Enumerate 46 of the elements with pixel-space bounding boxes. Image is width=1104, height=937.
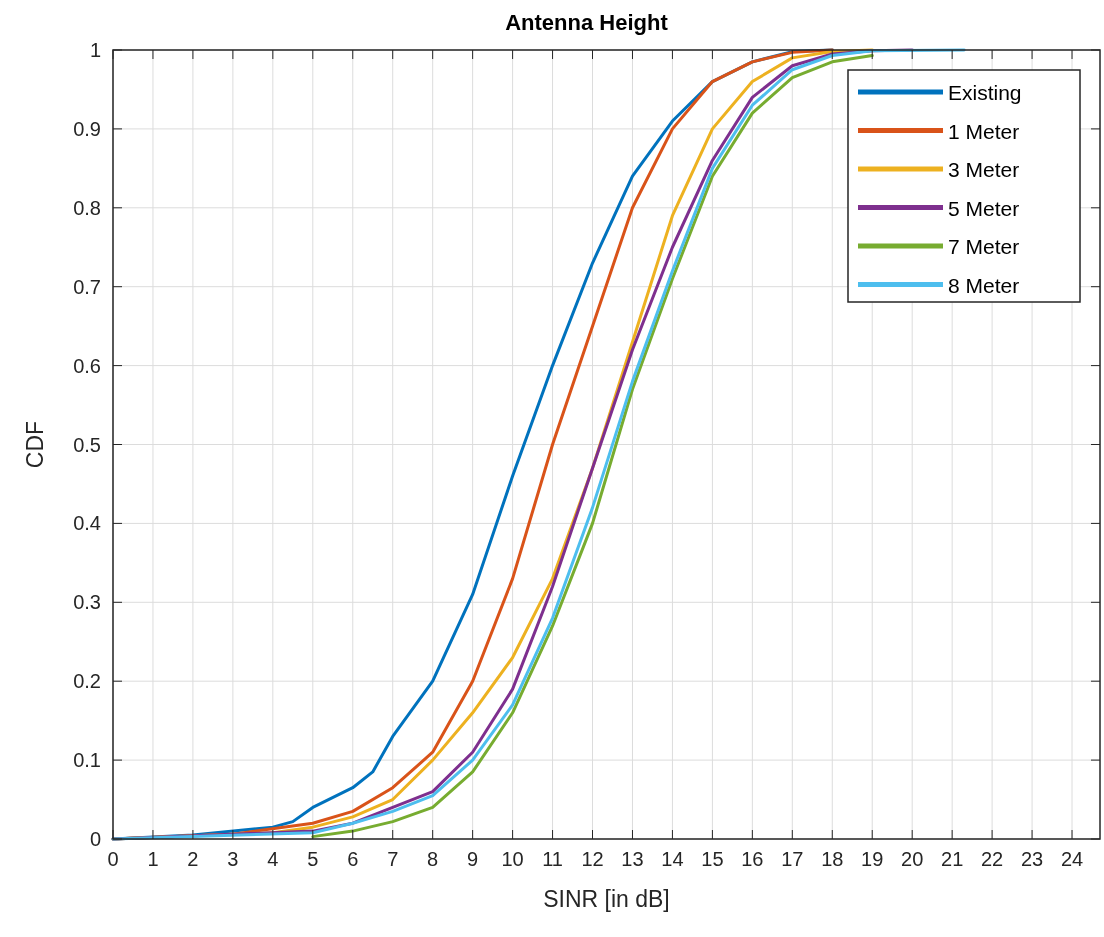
x-tick-label: 13 — [621, 848, 644, 870]
x-tick-label: 23 — [1020, 848, 1044, 870]
x-tick-label: 10 — [501, 848, 524, 870]
y-tick-label: 1 — [89, 39, 101, 61]
x-tick-label: 9 — [467, 848, 479, 870]
x-tick-label: 4 — [267, 848, 279, 870]
y-tick-label: 0.4 — [73, 512, 101, 535]
legend-label: 7 Meter — [948, 235, 1020, 258]
legend-label: 8 Meter — [948, 273, 1020, 297]
x-tick-label: 3 — [227, 848, 239, 870]
x-tick-label: 24 — [1060, 848, 1084, 870]
x-tick-label: 15 — [701, 848, 724, 870]
y-tick-label: 0.5 — [73, 433, 101, 456]
y-tick-label: 0.6 — [73, 354, 101, 377]
x-tick-label: 21 — [941, 848, 964, 870]
x-tick-label: 7 — [387, 848, 399, 870]
y-tick-label: 0.7 — [73, 275, 101, 298]
y-tick-label: 0.3 — [73, 591, 101, 614]
y-tick-label: 0.9 — [73, 117, 101, 140]
x-tick-label: 18 — [821, 848, 844, 870]
line-series — [311, 54, 874, 839]
x-tick-label: 2 — [187, 848, 199, 870]
y-tick-label: 0.1 — [73, 749, 101, 772]
legend-label: Existing — [948, 81, 1022, 104]
x-tick-label: 22 — [980, 848, 1004, 870]
chart-title: Antenna Height — [505, 10, 669, 35]
x-tick-label: 8 — [427, 848, 439, 870]
legend-label: 1 Meter — [948, 119, 1020, 143]
x-tick-label: 16 — [741, 848, 764, 870]
y-tick-label: 0.8 — [73, 196, 101, 219]
x-tick-label: 6 — [347, 848, 359, 870]
legend-label: 5 Meter — [948, 196, 1020, 220]
y-tick-label: 0 — [89, 828, 101, 850]
legend-label: 3 Meter — [948, 158, 1020, 181]
x-tick-label: 0 — [107, 848, 119, 870]
x-tick-label: 14 — [661, 848, 684, 870]
x-axis-title: SINR [in dB] — [543, 886, 670, 912]
y-tick-label: 0.2 — [73, 670, 101, 693]
y-axis-title: CDF — [22, 420, 48, 469]
x-tick-label: 11 — [542, 848, 563, 870]
x-tick-label: 19 — [861, 848, 884, 870]
x-tick-label: 17 — [781, 848, 804, 870]
x-tick-label: 20 — [901, 848, 924, 870]
x-tick-label: 5 — [307, 848, 319, 870]
x-tick-label: 1 — [147, 848, 159, 870]
x-tick-label: 12 — [581, 848, 604, 870]
